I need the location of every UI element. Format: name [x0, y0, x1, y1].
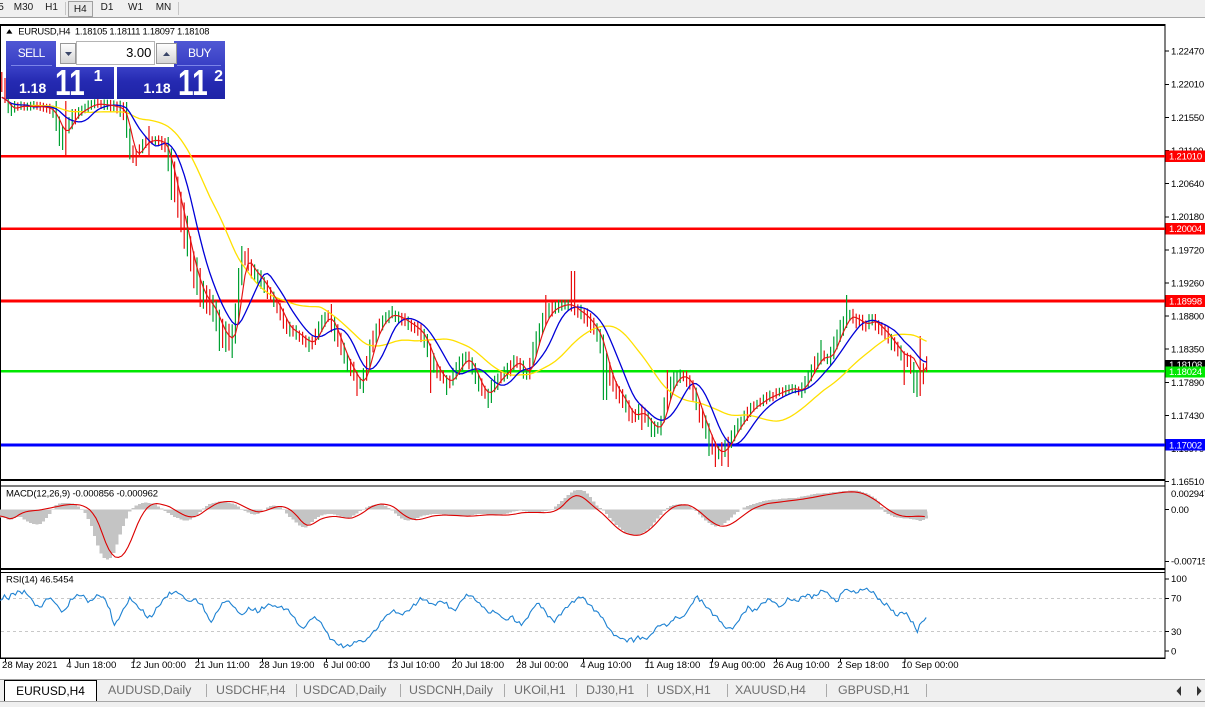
- svg-text:1.18024: 1.18024: [1169, 367, 1202, 378]
- svg-text:1.18998: 1.18998: [1169, 296, 1202, 307]
- svg-text:0.00: 0.00: [1171, 505, 1189, 516]
- svg-text:6 Jul 00:00: 6 Jul 00:00: [323, 660, 370, 671]
- svg-text:1.18108: 1.18108: [1169, 360, 1203, 371]
- svg-text:-0.00715: -0.00715: [1171, 557, 1205, 568]
- svg-text:1.19260: 1.19260: [1171, 278, 1204, 289]
- svg-text:1.21550: 1.21550: [1171, 113, 1204, 124]
- svg-text:1.22470: 1.22470: [1171, 47, 1204, 58]
- svg-text:19 Aug 00:00: 19 Aug 00:00: [709, 660, 766, 671]
- svg-text:1.18350: 1.18350: [1171, 345, 1204, 356]
- svg-text:26 Aug 10:00: 26 Aug 10:00: [773, 660, 830, 671]
- svg-text:100: 100: [1171, 574, 1187, 585]
- svg-text:28 Jun 19:00: 28 Jun 19:00: [259, 660, 314, 671]
- svg-text:1.22010: 1.22010: [1171, 80, 1204, 91]
- svg-text:10 Sep 00:00: 10 Sep 00:00: [902, 660, 959, 671]
- svg-text:1.20640: 1.20640: [1171, 179, 1204, 190]
- svg-text:20 Jul 18:00: 20 Jul 18:00: [452, 660, 504, 671]
- svg-text:4 Aug 10:00: 4 Aug 10:00: [580, 660, 631, 671]
- svg-text:EURUSD,H4 1.18105 1.18111 1.1: EURUSD,H4 1.18105 1.18111 1.18097 1.1810…: [18, 25, 209, 36]
- svg-text:1.20004: 1.20004: [1169, 224, 1202, 235]
- svg-text:1.21010: 1.21010: [1169, 152, 1202, 163]
- svg-text:12 Jun 00:00: 12 Jun 00:00: [131, 660, 186, 671]
- svg-text:28 May 2021: 28 May 2021: [2, 660, 57, 671]
- svg-text:2 Sep 18:00: 2 Sep 18:00: [837, 660, 889, 671]
- svg-text:1.19720: 1.19720: [1171, 245, 1204, 256]
- svg-text:28 Jul 00:00: 28 Jul 00:00: [516, 660, 568, 671]
- svg-text:1.17430: 1.17430: [1171, 411, 1204, 422]
- svg-text:21 Jun 11:00: 21 Jun 11:00: [195, 660, 250, 671]
- svg-text:30: 30: [1171, 627, 1182, 638]
- svg-text:MACD(12,26,9) -0.000856 -0.000: MACD(12,26,9) -0.000856 -0.000962: [6, 489, 158, 500]
- svg-text:11 Aug 18:00: 11 Aug 18:00: [645, 660, 701, 671]
- svg-text:RSI(14) 46.5454: RSI(14) 46.5454: [6, 575, 73, 586]
- svg-text:1.17890: 1.17890: [1171, 378, 1204, 389]
- svg-text:4 Jun 18:00: 4 Jun 18:00: [66, 660, 116, 671]
- svg-text:70: 70: [1171, 594, 1182, 605]
- svg-text:13 Jul 10:00: 13 Jul 10:00: [388, 660, 440, 671]
- svg-text:1.20180: 1.20180: [1171, 212, 1204, 223]
- svg-text:1.16510: 1.16510: [1171, 477, 1204, 488]
- svg-text:0: 0: [1171, 647, 1176, 658]
- svg-text:1.17002: 1.17002: [1169, 440, 1202, 451]
- svg-text:1.18800: 1.18800: [1171, 312, 1204, 323]
- svg-text:0.002947: 0.002947: [1171, 489, 1205, 500]
